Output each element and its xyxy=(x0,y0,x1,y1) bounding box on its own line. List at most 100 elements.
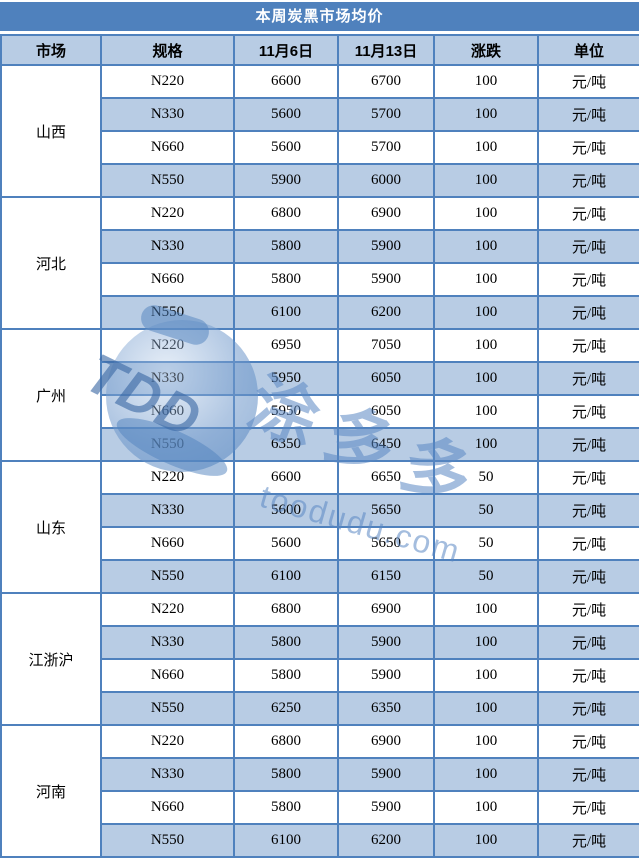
header-row: 市场 规格 11月6日 11月13日 涨跌 单位 xyxy=(0,34,639,66)
price-date1-cell: 6100 xyxy=(233,559,339,594)
change-cell: 100 xyxy=(433,229,539,264)
table-row: N550 6100 6150 50 元/吨 xyxy=(1,559,639,594)
change-cell: 50 xyxy=(433,460,539,495)
unit-cell: 元/吨 xyxy=(537,196,639,231)
price-date1-cell: 5900 xyxy=(233,163,339,198)
price-date2-cell: 6900 xyxy=(337,592,435,627)
price-date1-cell: 6800 xyxy=(233,724,339,759)
unit-cell: 元/吨 xyxy=(537,328,639,363)
table-row: N660 5600 5650 50 元/吨 xyxy=(1,526,639,561)
spec-cell: N660 xyxy=(100,262,235,297)
change-cell: 50 xyxy=(433,493,539,528)
spec-cell: N330 xyxy=(100,493,235,528)
price-date2-cell: 7050 xyxy=(337,328,435,363)
spec-cell: N220 xyxy=(100,724,235,759)
spec-cell: N550 xyxy=(100,559,235,594)
price-date2-cell: 6050 xyxy=(337,361,435,396)
spec-cell: N220 xyxy=(100,328,235,363)
price-table-body: 山西 N220 6600 6700 100 元/吨 N330 5600 5700 100 元/吨 N6… xyxy=(0,64,639,858)
unit-cell: 元/吨 xyxy=(537,427,639,462)
price-date1-cell: 6100 xyxy=(233,823,339,858)
price-date2-cell: 6700 xyxy=(337,64,435,99)
change-cell: 100 xyxy=(433,790,539,825)
change-cell: 100 xyxy=(433,691,539,726)
price-date2-cell: 6000 xyxy=(337,163,435,198)
market-cell: 江浙沪 xyxy=(0,592,102,726)
price-date2-cell: 5650 xyxy=(337,493,435,528)
market-cell: 河北 xyxy=(0,196,102,330)
unit-cell: 元/吨 xyxy=(537,493,639,528)
spec-cell: N550 xyxy=(100,823,235,858)
change-cell: 50 xyxy=(433,559,539,594)
table-row: N330 5800 5900 100 元/吨 xyxy=(1,229,639,264)
col-header-spec: 规格 xyxy=(100,34,235,66)
change-cell: 100 xyxy=(433,163,539,198)
page-title: 本周炭黑市场均价 xyxy=(0,2,639,31)
table-row: N330 5600 5700 100 元/吨 xyxy=(1,97,639,132)
price-date1-cell: 5800 xyxy=(233,229,339,264)
market-cell: 山西 xyxy=(0,64,102,198)
unit-cell: 元/吨 xyxy=(537,394,639,429)
change-cell: 100 xyxy=(433,262,539,297)
unit-cell: 元/吨 xyxy=(537,163,639,198)
price-date2-cell: 6900 xyxy=(337,196,435,231)
price-date1-cell: 6350 xyxy=(233,427,339,462)
price-date1-cell: 5600 xyxy=(233,526,339,561)
price-date2-cell: 5700 xyxy=(337,130,435,165)
unit-cell: 元/吨 xyxy=(537,262,639,297)
unit-cell: 元/吨 xyxy=(537,526,639,561)
price-date1-cell: 6600 xyxy=(233,64,339,99)
price-date2-cell: 5700 xyxy=(337,97,435,132)
price-date1-cell: 6800 xyxy=(233,592,339,627)
price-date2-cell: 5900 xyxy=(337,262,435,297)
change-cell: 100 xyxy=(433,97,539,132)
table-row: N330 5800 5900 100 元/吨 xyxy=(1,757,639,792)
price-date2-cell: 5900 xyxy=(337,229,435,264)
spec-cell: N220 xyxy=(100,460,235,495)
col-header-market: 市场 xyxy=(0,34,102,66)
price-date1-cell: 5600 xyxy=(233,130,339,165)
table-row: 江浙沪 N220 6800 6900 100 元/吨 xyxy=(0,592,639,726)
change-cell: 100 xyxy=(433,361,539,396)
price-date1-cell: 6250 xyxy=(233,691,339,726)
change-cell: 100 xyxy=(433,823,539,858)
spec-cell: N660 xyxy=(100,790,235,825)
spec-cell: N660 xyxy=(100,526,235,561)
unit-cell: 元/吨 xyxy=(537,757,639,792)
table-row: N330 5600 5650 50 元/吨 xyxy=(1,493,639,528)
table-row: N550 6100 6200 100 元/吨 xyxy=(1,823,639,858)
spec-cell: N330 xyxy=(100,229,235,264)
unit-cell: 元/吨 xyxy=(537,625,639,660)
change-cell: 100 xyxy=(433,394,539,429)
price-date1-cell: 5600 xyxy=(233,97,339,132)
price-date1-cell: 5800 xyxy=(233,625,339,660)
unit-cell: 元/吨 xyxy=(537,790,639,825)
table-row: 广州 N220 6950 7050 100 元/吨 xyxy=(0,328,639,462)
table-row: N550 5900 6000 100 元/吨 xyxy=(1,163,639,198)
spec-cell: N330 xyxy=(100,361,235,396)
change-cell: 100 xyxy=(433,196,539,231)
price-date2-cell: 6350 xyxy=(337,691,435,726)
col-header-date2: 11月13日 xyxy=(337,34,435,66)
change-cell: 100 xyxy=(433,328,539,363)
change-cell: 100 xyxy=(433,592,539,627)
change-cell: 50 xyxy=(433,526,539,561)
price-date1-cell: 6950 xyxy=(233,328,339,363)
spec-cell: N660 xyxy=(100,130,235,165)
spec-cell: N330 xyxy=(100,757,235,792)
table-row: N330 5800 5900 100 元/吨 xyxy=(1,625,639,660)
table-row: N660 5800 5900 100 元/吨 xyxy=(1,658,639,693)
unit-cell: 元/吨 xyxy=(537,823,639,858)
spec-cell: N550 xyxy=(100,427,235,462)
market-cell: 山东 xyxy=(0,460,102,594)
unit-cell: 元/吨 xyxy=(537,229,639,264)
spec-cell: N660 xyxy=(100,658,235,693)
table-row: N660 5800 5900 100 元/吨 xyxy=(1,790,639,825)
unit-cell: 元/吨 xyxy=(537,658,639,693)
unit-cell: 元/吨 xyxy=(537,361,639,396)
price-date2-cell: 5650 xyxy=(337,526,435,561)
price-date1-cell: 5800 xyxy=(233,658,339,693)
price-date2-cell: 6900 xyxy=(337,724,435,759)
price-date2-cell: 6200 xyxy=(337,823,435,858)
change-cell: 100 xyxy=(433,757,539,792)
